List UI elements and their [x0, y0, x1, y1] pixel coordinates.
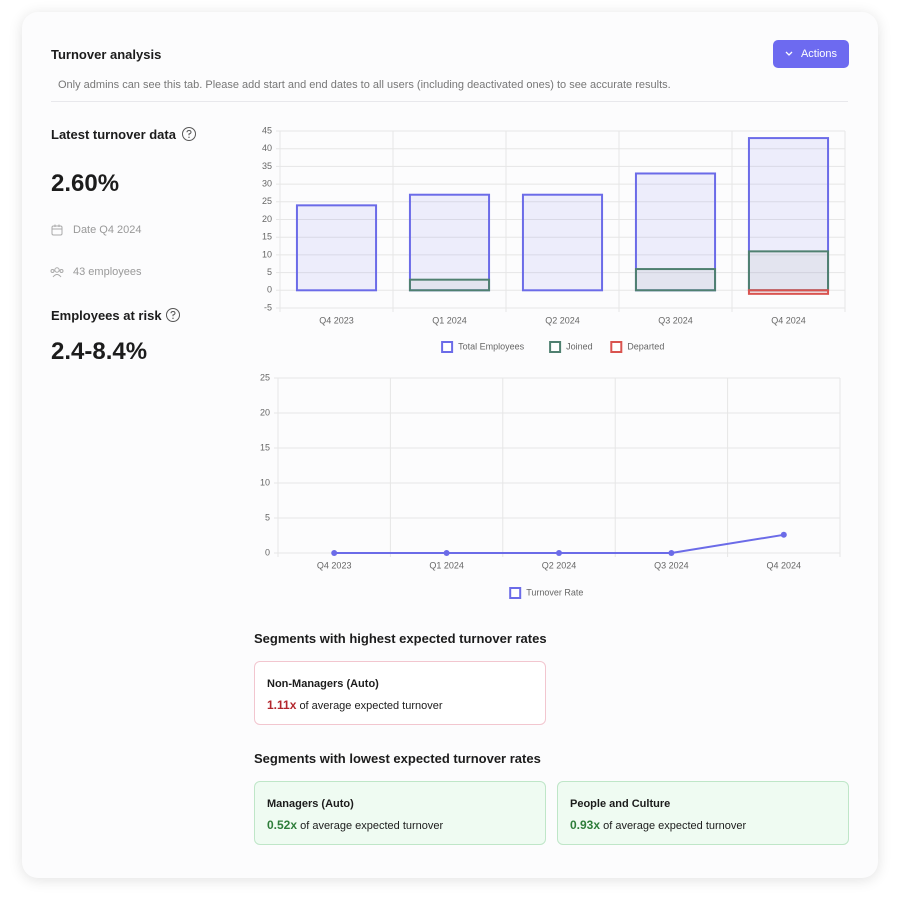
segment-name: Non-Managers (Auto) — [267, 678, 379, 690]
segment-card: Non-Managers (Auto) 1.11x of average exp… — [254, 661, 546, 725]
risk-label: Employees at risk — [51, 308, 162, 323]
bar — [408, 193, 491, 292]
risk-value: 2.4-8.4% — [51, 338, 148, 365]
legend-label: Departed — [627, 341, 664, 351]
point — [331, 550, 338, 556]
multiplier: 0.93x — [570, 818, 601, 832]
segment-metric: 0.52x of average expected turnover — [267, 818, 443, 832]
x-tick-label: Q4 2023 — [319, 315, 354, 325]
legend-swatch — [549, 341, 562, 353]
x-tick-label: Q4 2024 — [771, 315, 806, 325]
segment-name: People and Culture — [570, 798, 671, 810]
legend-swatch — [610, 341, 623, 353]
segment-card: Managers (Auto) 0.52x of average expecte… — [254, 781, 546, 845]
y-tick-label: 40 — [262, 143, 272, 153]
segment-card: People and Culture 0.93x of average expe… — [557, 781, 849, 845]
point — [443, 550, 450, 556]
legend-label: Joined — [566, 341, 593, 351]
button-label: Actions — [800, 48, 838, 60]
legend-swatch — [441, 341, 454, 353]
metric-text: of average expected turnover — [603, 820, 747, 832]
point — [556, 550, 562, 556]
y-tick-label: 20 — [262, 214, 272, 224]
point — [668, 550, 675, 556]
x-tick-label: Q4 2023 — [317, 560, 352, 570]
segment-name: Managers (Auto) — [267, 798, 354, 810]
bar — [295, 204, 378, 292]
multiplier: 1.11x — [267, 698, 297, 712]
y-tick-label: 45 — [262, 125, 272, 135]
page-title: Turnover analysis — [51, 47, 162, 62]
y-tick-label: 25 — [262, 196, 272, 206]
panel — [22, 12, 878, 878]
latest-label: Latest turnover data — [51, 127, 176, 142]
x-tick-label: Q1 2024 — [429, 560, 464, 570]
legend-swatch — [509, 587, 522, 599]
y-tick-label: 10 — [262, 249, 272, 259]
x-tick-label: Q3 2024 — [654, 560, 689, 570]
y-tick-label: 20 — [260, 407, 270, 417]
x-tick-label: Q2 2024 — [545, 315, 580, 325]
help-icon[interactable] — [181, 126, 197, 142]
y-tick-label: 35 — [262, 161, 272, 171]
multiplier: 0.52x — [267, 818, 298, 832]
x-tick-label: Q4 2024 — [767, 560, 802, 570]
y-tick-label: 0 — [265, 547, 270, 557]
date-label: Date Q4 2024 — [73, 224, 142, 236]
section-title: Segments with lowest expected turnover r… — [254, 751, 541, 766]
legend-label: Turnover Rate — [526, 587, 583, 597]
x-tick-label: Q1 2024 — [432, 315, 467, 325]
divider — [51, 101, 848, 102]
y-tick-label: 15 — [260, 442, 270, 452]
actions-button[interactable]: Actions — [773, 40, 849, 68]
y-tick-label: 10 — [260, 477, 270, 487]
legend-label: Total Employees — [458, 341, 525, 351]
notice: Only admins can see this tab. Please add… — [58, 79, 671, 91]
y-tick-label: -5 — [264, 302, 272, 312]
latest-value: 2.60% — [51, 170, 120, 197]
chevron-icon — [785, 51, 793, 56]
people-icon — [50, 267, 64, 278]
bar — [521, 193, 604, 292]
segment-metric: 1.11x of average expected turnover — [267, 698, 443, 712]
point — [780, 531, 787, 538]
bar — [747, 289, 830, 295]
bar — [634, 268, 717, 292]
charts: -5 0 5 10 15 20 25 30 35 40 45 Q4 2023 Q1 2024 Q2 202… — [260, 125, 846, 599]
calendar-icon — [51, 224, 63, 236]
bar — [747, 250, 830, 292]
x-tick-label: Q3 2024 — [658, 315, 693, 325]
metric-text: of average expected turnover — [299, 700, 443, 712]
y-tick-label: 5 — [265, 512, 270, 522]
y-tick-label: 0 — [267, 285, 272, 295]
y-tick-label: 5 — [267, 267, 272, 277]
section-title: Segments with highest expected turnover … — [254, 631, 547, 646]
y-tick-label: 15 — [262, 232, 272, 242]
y-tick-label: 30 — [262, 178, 272, 188]
segment-metric: 0.93x of average expected turnover — [570, 818, 746, 832]
employees-label: 43 employees — [73, 266, 142, 278]
help-icon[interactable] — [165, 307, 181, 323]
metric-text: of average expected turnover — [300, 820, 444, 832]
bar — [408, 278, 491, 292]
bar — [747, 137, 830, 292]
y-tick-label: 25 — [260, 372, 270, 382]
bar — [634, 172, 717, 292]
x-tick-label: Q2 2024 — [542, 560, 577, 570]
